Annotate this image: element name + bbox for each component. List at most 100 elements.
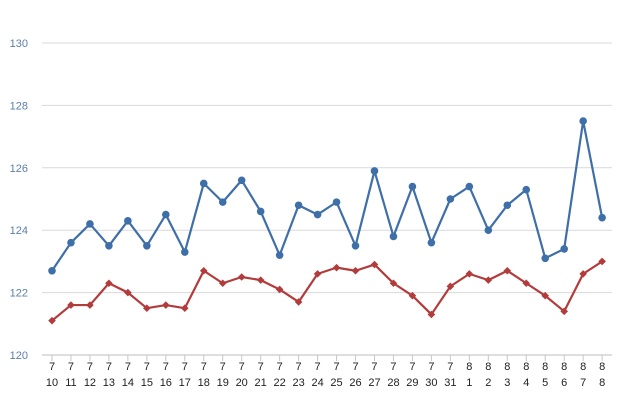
series-1-point	[124, 288, 132, 297]
x-tick-label-day: 3	[504, 377, 510, 389]
x-tick-label-day: 1	[466, 377, 472, 389]
x-tick-label-month: 8	[485, 361, 491, 373]
x-tick-label-month: 7	[352, 361, 358, 373]
x-tick-label-month: 7	[277, 361, 283, 373]
x-tick-label-day: 24	[311, 377, 323, 389]
x-tick-label-day: 18	[198, 377, 210, 389]
x-tick-label-month: 8	[561, 361, 567, 373]
y-tick-label: 126	[10, 163, 28, 175]
series-0-point	[275, 251, 284, 259]
series-0-point	[294, 201, 303, 210]
x-tick-label-month: 7	[390, 361, 396, 373]
x-tick-label-day: 15	[141, 377, 153, 389]
series-1-point	[351, 266, 360, 275]
x-tick-label-month: 7	[201, 361, 207, 373]
x-tick-label-day: 22	[274, 377, 286, 389]
x-tick-label-month: 7	[106, 361, 112, 373]
x-tick-label-month: 7	[371, 361, 377, 373]
x-tick-label-month: 8	[523, 361, 529, 373]
series-0-point	[162, 210, 170, 219]
series-0-point	[370, 167, 379, 175]
x-tick-label-day: 19	[217, 377, 229, 389]
series-1-point	[427, 310, 436, 319]
x-tick-label-month: 7	[409, 361, 415, 373]
x-tick-label-day: 25	[330, 377, 342, 389]
series-1-point	[237, 273, 246, 281]
series-1-point	[598, 257, 606, 266]
series-1-point	[199, 266, 208, 275]
x-tick-label-day: 21	[255, 377, 267, 389]
x-tick-label-day: 6	[561, 377, 567, 389]
series-0-point	[522, 185, 531, 194]
x-tick-label-day: 23	[292, 377, 304, 389]
series-1-point	[579, 270, 587, 278]
x-tick-label-day: 5	[542, 377, 548, 389]
series-0-point	[180, 248, 189, 256]
x-tick-label-month: 7	[447, 361, 453, 373]
x-tick-label-month: 7	[258, 361, 264, 373]
series-1-point	[522, 279, 531, 288]
x-tick-label-day: 13	[103, 377, 115, 389]
series-0-point	[598, 213, 606, 222]
series-1-point	[389, 279, 398, 288]
series-0-point	[105, 242, 113, 250]
series-1-point	[275, 285, 284, 294]
series-0-point	[143, 242, 151, 250]
series-1-line	[50, 260, 604, 322]
series-0-point	[465, 182, 474, 191]
x-tick-label-month: 7	[428, 361, 434, 373]
x-tick-label-month: 7	[333, 361, 339, 373]
y-tick-label: 128	[10, 100, 28, 112]
x-tick-label-day: 7	[580, 377, 586, 389]
series-0-point	[199, 179, 208, 188]
series-1-point	[465, 270, 474, 278]
series-0-point	[67, 238, 75, 247]
series-1-point	[560, 307, 568, 316]
x-tick-label-day: 29	[406, 377, 418, 389]
x-tick-label-day: 12	[84, 377, 96, 389]
y-tick-label: 130	[10, 38, 28, 50]
series-0-point	[86, 220, 94, 228]
x-tick-label-day: 30	[425, 377, 437, 389]
x-tick-label-month: 7	[87, 361, 93, 373]
x-tick-label-month: 8	[542, 361, 548, 373]
series-0-point	[124, 217, 132, 225]
series-1-point	[48, 316, 56, 325]
x-tick-label-day: 26	[349, 377, 361, 389]
x-tick-label-month: 7	[182, 361, 188, 373]
series-0-point	[541, 254, 550, 263]
x-tick-label-day: 11	[65, 377, 76, 389]
x-tick-label-day: 4	[523, 377, 529, 389]
series-0-point	[503, 201, 512, 210]
y-tick-label: 120	[10, 350, 28, 362]
x-tick-label-day: 31	[444, 377, 456, 389]
series-1-point	[313, 270, 322, 278]
x-tick-label-month: 8	[599, 361, 605, 373]
x-tick-label-month: 7	[315, 361, 321, 373]
x-tick-label-month: 7	[49, 361, 55, 373]
series-0-point	[427, 238, 436, 247]
series-0-point	[313, 210, 322, 219]
x-tick-label-day: 17	[179, 377, 191, 389]
series-0-point	[256, 207, 265, 216]
x-tick-label-month: 7	[68, 361, 74, 373]
series-1-point	[446, 282, 455, 291]
x-tick-label-day: 14	[122, 377, 134, 389]
series-0-point	[218, 198, 227, 206]
series-0-point	[237, 176, 246, 185]
series-0-point	[332, 198, 341, 206]
series-1-point	[503, 266, 512, 275]
y-tick-label: 124	[10, 225, 28, 237]
series-1-point	[332, 263, 341, 272]
x-tick-label-month: 8	[580, 361, 586, 373]
series-0-point	[484, 226, 493, 234]
series-1-point	[256, 276, 265, 284]
series-0-point	[408, 182, 417, 191]
series-1-point	[484, 276, 493, 284]
x-tick-label-day: 16	[160, 377, 172, 389]
series-1-point	[408, 291, 417, 300]
x-tick-label-day: 10	[46, 377, 58, 389]
x-tick-label-month: 7	[239, 361, 245, 373]
